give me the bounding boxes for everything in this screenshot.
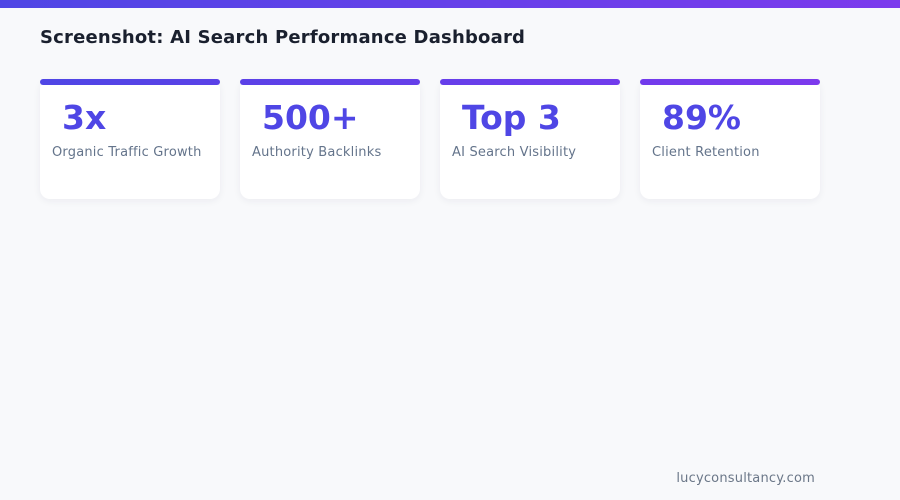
card-accent-bar <box>240 79 420 85</box>
stat-label: Client Retention <box>652 145 760 160</box>
stat-value: Top 3 <box>462 98 561 137</box>
main-content: Screenshot: AI Search Performance Dashbo… <box>0 27 900 199</box>
stat-value: 3x <box>62 98 107 137</box>
stat-value: 89% <box>662 98 741 137</box>
stat-card-authority-backlinks: 500+ Authority Backlinks <box>240 79 420 199</box>
stat-card-organic-traffic: 3x Organic Traffic Growth <box>40 79 220 199</box>
stat-label: Organic Traffic Growth <box>52 145 202 160</box>
stat-value: 500+ <box>262 98 359 137</box>
card-accent-bar <box>640 79 820 85</box>
stat-card-client-retention: 89% Client Retention <box>640 79 820 199</box>
card-accent-bar <box>40 79 220 85</box>
stat-label: AI Search Visibility <box>452 145 577 160</box>
top-accent-bar <box>0 0 900 8</box>
stat-card-ai-search-visibility: Top 3 AI Search Visibility <box>440 79 620 199</box>
footer-domain: lucyconsultancy.com <box>676 471 815 486</box>
stat-label: Authority Backlinks <box>252 145 382 160</box>
page-title: Screenshot: AI Search Performance Dashbo… <box>40 27 526 48</box>
stats-card-row: 3x Organic Traffic Growth 500+ Authority… <box>40 79 860 199</box>
card-accent-bar <box>440 79 620 85</box>
